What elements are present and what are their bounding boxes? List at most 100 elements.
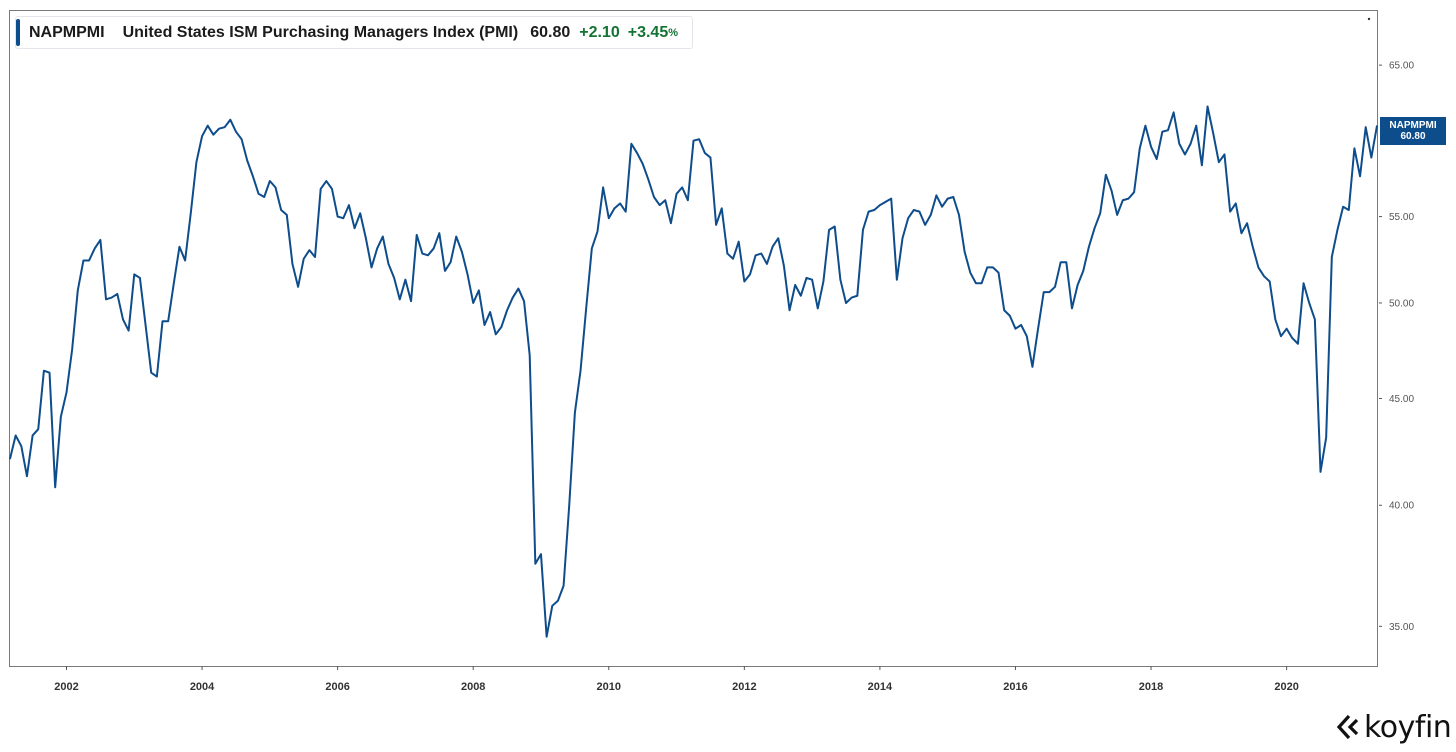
data-point bbox=[1263, 275, 1265, 277]
data-point bbox=[178, 246, 181, 248]
data-point bbox=[257, 193, 260, 195]
koyfin-logo-icon bbox=[1336, 714, 1359, 740]
data-point bbox=[116, 293, 118, 295]
data-point bbox=[613, 207, 616, 209]
x-tick-label: 2004 bbox=[190, 681, 215, 693]
data-point bbox=[546, 636, 548, 638]
data-point bbox=[1026, 335, 1028, 337]
data-point bbox=[517, 287, 519, 290]
x-tick-label: 2002 bbox=[54, 681, 78, 693]
data-point bbox=[410, 300, 412, 302]
data-point bbox=[37, 428, 39, 430]
data-point bbox=[1110, 189, 1113, 192]
data-point bbox=[506, 309, 508, 311]
data-point bbox=[404, 279, 407, 281]
brand-logo: koyfin bbox=[1336, 709, 1452, 745]
data-point bbox=[811, 279, 813, 281]
data-point bbox=[325, 180, 327, 182]
data-point bbox=[969, 272, 971, 274]
x-tick-label: 2012 bbox=[732, 681, 756, 693]
data-point bbox=[421, 252, 423, 255]
data-point bbox=[303, 258, 305, 260]
data-point bbox=[681, 186, 683, 188]
data-point bbox=[314, 256, 316, 258]
data-point bbox=[31, 434, 34, 437]
data-point bbox=[1116, 214, 1118, 216]
x-tick-label: 2016 bbox=[1003, 681, 1027, 693]
data-point bbox=[890, 198, 892, 200]
data-point bbox=[43, 370, 45, 372]
data-point bbox=[828, 229, 830, 231]
data-point bbox=[924, 224, 926, 226]
data-point bbox=[918, 211, 921, 213]
data-point bbox=[274, 186, 277, 188]
data-point bbox=[387, 263, 390, 265]
data-point bbox=[150, 372, 152, 374]
data-point bbox=[105, 298, 107, 300]
data-point bbox=[1020, 324, 1022, 326]
data-point bbox=[1071, 307, 1073, 310]
data-point bbox=[195, 161, 198, 163]
data-point bbox=[1376, 125, 1378, 127]
data-point bbox=[766, 263, 768, 265]
data-point bbox=[704, 152, 706, 154]
data-point bbox=[534, 563, 536, 565]
data-point bbox=[229, 119, 231, 121]
data-point bbox=[263, 196, 265, 198]
data-point bbox=[862, 229, 864, 231]
data-point bbox=[1206, 105, 1209, 108]
data-point bbox=[88, 259, 90, 262]
data-point bbox=[551, 605, 553, 607]
data-point bbox=[241, 138, 243, 140]
data-point bbox=[721, 207, 723, 209]
data-point bbox=[1359, 175, 1361, 177]
data-point bbox=[1037, 328, 1039, 330]
data-point bbox=[602, 186, 604, 188]
data-point bbox=[568, 504, 570, 506]
data-point bbox=[252, 175, 254, 177]
data-point bbox=[1302, 282, 1305, 284]
y-tick-label: 45.00 bbox=[1389, 394, 1414, 405]
x-tick-label: 2008 bbox=[461, 681, 485, 693]
data-point bbox=[156, 375, 158, 378]
data-point bbox=[376, 247, 378, 250]
x-tick-label: 2006 bbox=[325, 681, 349, 693]
data-point bbox=[884, 201, 887, 203]
data-point bbox=[1314, 318, 1316, 321]
x-tick-label: 2020 bbox=[1274, 681, 1298, 693]
data-point bbox=[342, 217, 344, 219]
chart-legend[interactable]: NAPMPMI United States ISM Purchasing Man… bbox=[15, 16, 693, 49]
data-point bbox=[738, 241, 740, 243]
data-point bbox=[1319, 471, 1322, 473]
data-point bbox=[48, 372, 51, 374]
data-point bbox=[1184, 153, 1186, 156]
data-point bbox=[1246, 222, 1248, 224]
data-point bbox=[913, 209, 915, 211]
data-point bbox=[1336, 229, 1339, 231]
price-tag-value: 60.80 bbox=[1400, 131, 1426, 142]
data-point bbox=[901, 237, 904, 239]
data-point bbox=[370, 266, 373, 269]
data-point bbox=[450, 261, 452, 263]
data-point bbox=[207, 125, 209, 127]
y-tick-label: 55.00 bbox=[1389, 212, 1414, 223]
data-point bbox=[1218, 161, 1220, 163]
data-point bbox=[659, 204, 661, 206]
data-point bbox=[235, 131, 237, 133]
data-point bbox=[788, 309, 791, 311]
data-point bbox=[71, 348, 73, 351]
data-point bbox=[647, 178, 649, 181]
data-point bbox=[997, 272, 1000, 274]
data-point bbox=[1014, 328, 1017, 330]
data-point bbox=[958, 214, 960, 216]
data-point bbox=[359, 212, 361, 214]
data-point bbox=[574, 412, 576, 414]
data-point bbox=[1133, 191, 1135, 193]
data-point bbox=[201, 135, 203, 137]
data-point bbox=[1077, 284, 1079, 286]
data-point bbox=[726, 252, 728, 255]
data-point bbox=[732, 258, 734, 260]
data-point bbox=[65, 391, 68, 394]
legend-symbol: NAPMPMI bbox=[29, 23, 105, 41]
x-tick-label: 2010 bbox=[597, 681, 621, 693]
